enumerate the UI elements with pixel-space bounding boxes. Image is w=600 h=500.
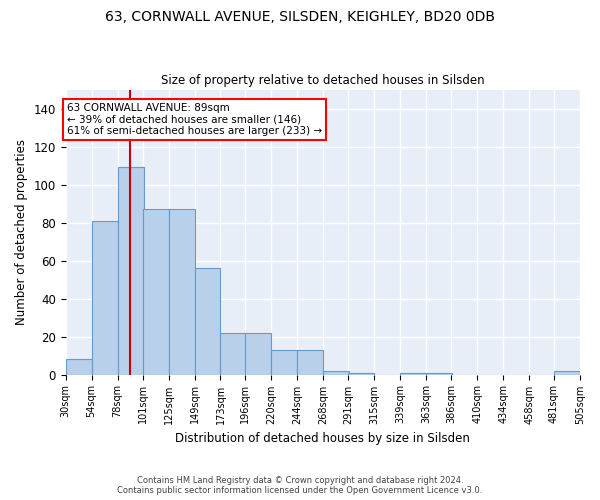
Bar: [271, 350, 298, 374]
Bar: [65, 360, 92, 374]
Text: Contains HM Land Registry data © Crown copyright and database right 2024.
Contai: Contains HM Land Registry data © Crown c…: [118, 476, 482, 495]
Bar: [400, 372, 426, 374]
Text: 63 CORNWALL AVENUE: 89sqm
← 39% of detached houses are smaller (146)
61% of semi: 63 CORNWALL AVENUE: 89sqm ← 39% of detac…: [67, 103, 322, 136]
Y-axis label: Number of detached properties: Number of detached properties: [15, 139, 28, 325]
Bar: [348, 372, 374, 374]
Bar: [92, 220, 118, 374]
X-axis label: Distribution of detached houses by size in Silsden: Distribution of detached houses by size …: [175, 432, 470, 445]
Bar: [426, 372, 452, 374]
Bar: [169, 210, 194, 374]
Bar: [194, 268, 220, 374]
Bar: [554, 371, 580, 374]
Bar: [118, 168, 143, 374]
Bar: [298, 350, 323, 374]
Title: Size of property relative to detached houses in Silsden: Size of property relative to detached ho…: [161, 74, 485, 87]
Bar: [220, 333, 247, 374]
Bar: [245, 333, 271, 374]
Bar: [143, 210, 169, 374]
Bar: [323, 371, 349, 374]
Text: 63, CORNWALL AVENUE, SILSDEN, KEIGHLEY, BD20 0DB: 63, CORNWALL AVENUE, SILSDEN, KEIGHLEY, …: [105, 10, 495, 24]
